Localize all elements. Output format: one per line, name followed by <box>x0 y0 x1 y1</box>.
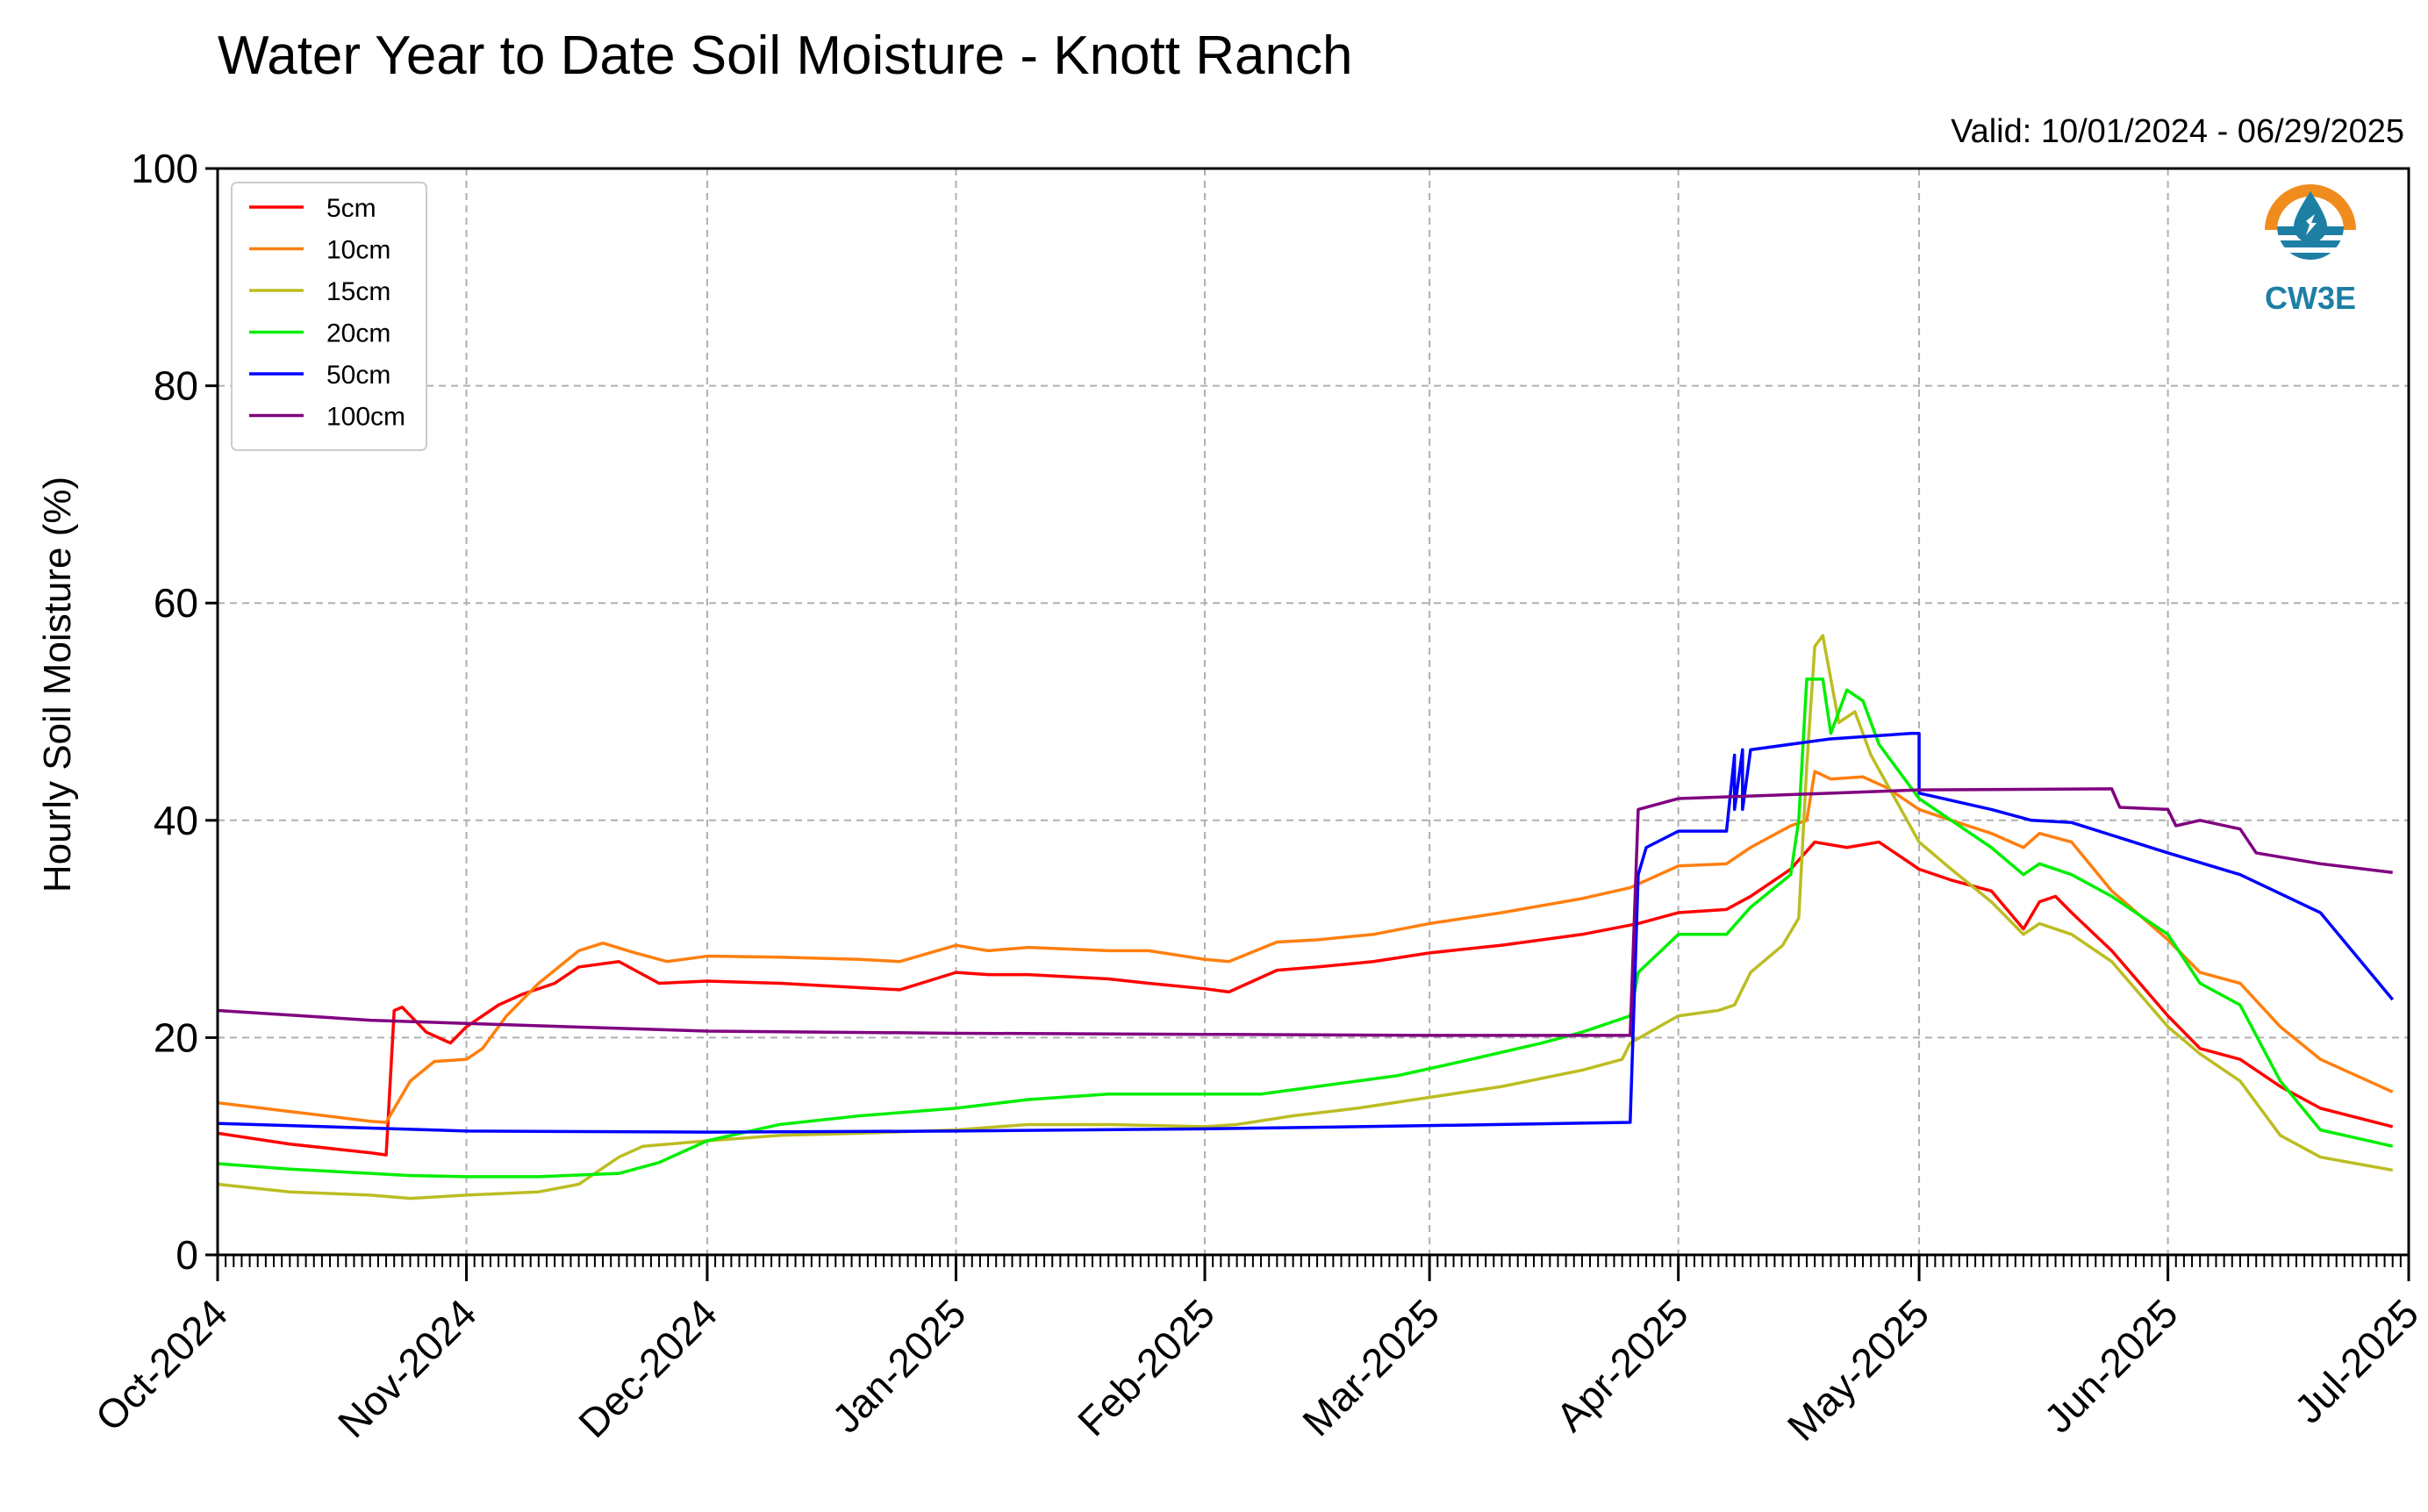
legend-label-10cm: 10cm <box>326 236 390 265</box>
legend-label-50cm: 50cm <box>326 361 390 390</box>
series-line-5cm <box>217 840 2394 1157</box>
y-tick-label: 80 <box>154 363 198 409</box>
legend-label-100cm: 100cm <box>326 403 405 432</box>
x-tick-label: Mar-2025 <box>1293 1290 1448 1444</box>
x-tick-label: Dec-2024 <box>569 1290 726 1446</box>
legend: 5cm 10cm 15cm 20cm 50cm 100cm <box>231 182 427 451</box>
series-line-20cm <box>217 677 2394 1179</box>
series-line-10cm <box>217 770 2394 1124</box>
chart-title: Water Year to Date Soil Moisture - Knott… <box>218 25 1352 86</box>
grid-lines <box>217 168 2410 1256</box>
series-line-100cm <box>217 787 2393 1037</box>
x-minor-ticks <box>217 1255 2402 1267</box>
legend-label-20cm: 20cm <box>326 319 390 348</box>
cw3e-logo-text: CW3E <box>2265 280 2356 316</box>
legend-label-15cm: 15cm <box>326 277 390 306</box>
y-tick-label: 40 <box>154 798 198 843</box>
x-tick-label: Jun-2025 <box>2035 1290 2186 1441</box>
cw3e-logo: CW3E <box>2265 184 2356 316</box>
x-tick-label: Jul-2025 <box>2286 1290 2428 1432</box>
plot-frame <box>216 167 2410 1257</box>
x-tick-label: Nov-2024 <box>329 1290 485 1446</box>
water-drop-icon <box>2265 184 2356 276</box>
x-tick-label: Oct-2024 <box>87 1290 237 1440</box>
legend-label-5cm: 5cm <box>326 194 376 223</box>
y-tick-label: 20 <box>154 1014 198 1060</box>
y-tick-label: 60 <box>154 580 198 626</box>
series-line-50cm <box>217 732 2395 1134</box>
data-series <box>217 634 2395 1200</box>
y-tick-label: 100 <box>131 146 198 191</box>
valid-date-range: Valid: 10/01/2024 - 06/29/2025 <box>1951 113 2404 150</box>
x-tick-label: Jan-2025 <box>823 1290 974 1441</box>
series-line-15cm <box>217 634 2394 1200</box>
axes <box>216 167 2410 1257</box>
y-axis-label: Hourly Soil Moisture (%) <box>36 477 79 892</box>
x-tick-label: May-2025 <box>1779 1290 1937 1449</box>
x-tick-label: Feb-2025 <box>1069 1290 1223 1444</box>
x-tick-label: Apr-2025 <box>1547 1290 1697 1440</box>
y-tick-label: 0 <box>175 1232 198 1278</box>
